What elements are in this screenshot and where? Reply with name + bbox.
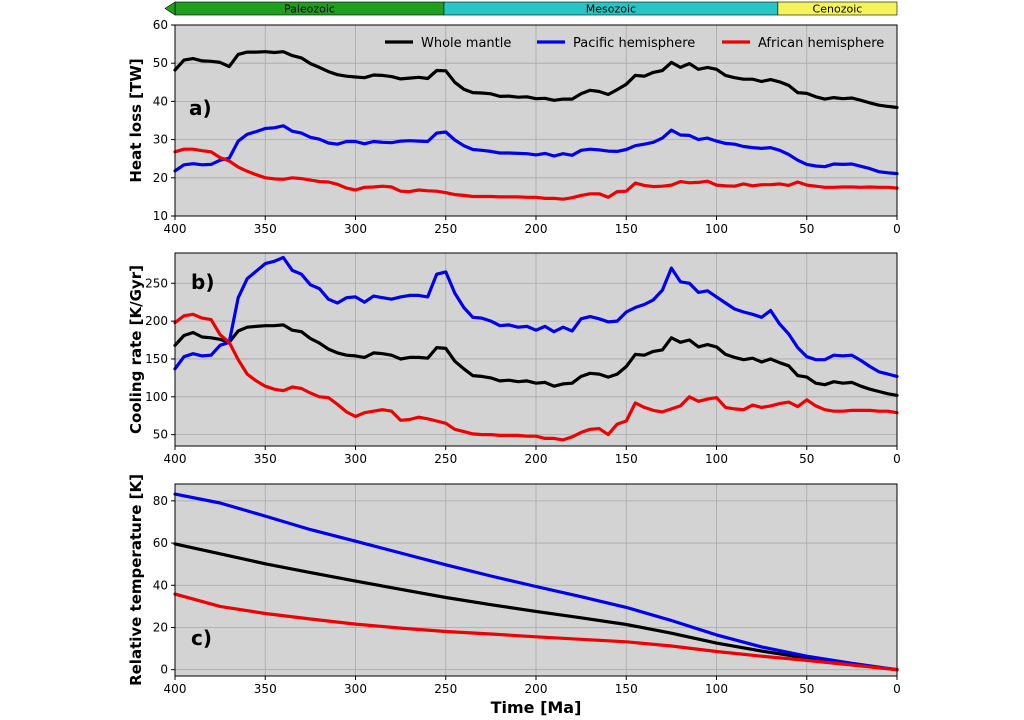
x-tick-label: 50 — [799, 452, 814, 466]
x-tick-label: 350 — [254, 682, 277, 696]
panel-label: a) — [189, 96, 212, 120]
y-tick-label: 60 — [153, 536, 168, 550]
x-tick-label: 250 — [434, 682, 457, 696]
x-tick-label: 400 — [164, 222, 187, 236]
series-pacific-hemisphere-line — [173, 492, 899, 672]
y-axis-label: Heat loss [TW] — [127, 58, 145, 182]
x-tick-label: 0 — [893, 452, 901, 466]
x-tick-label: 200 — [525, 452, 548, 466]
x-tick-label: 250 — [434, 222, 457, 236]
era-paleozoic-label: Paleozoic — [284, 3, 335, 16]
panel-a: 400 350 300 250 200 150 100 50 0 10 20 30 40 50 60 Heat… — [127, 18, 901, 236]
series-pacific-hemisphere-line — [173, 124, 899, 176]
x-tick-label: 300 — [344, 452, 367, 466]
y-tick-label: 150 — [145, 352, 168, 366]
x-axis-label: Time [Ma] — [491, 698, 582, 717]
series-whole-mantle-line — [173, 542, 899, 672]
y-tick-label: 10 — [153, 209, 168, 223]
panel-c: 400 350 300 250 200 150 100 50 0 0 20 40 60 80 Relativ… — [127, 474, 901, 696]
x-tick-label: 50 — [799, 682, 814, 696]
legend-african-hemisphere-label: African hemisphere — [758, 36, 884, 51]
y-tick-label: 0 — [160, 663, 168, 677]
y-tick-label: 50 — [153, 428, 168, 442]
x-tick-label: 150 — [615, 452, 638, 466]
series-whole-mantle-line — [173, 323, 899, 397]
legend: Whole mantle Pacific hemisphere African he… — [385, 36, 884, 51]
x-tick-label: 200 — [525, 222, 548, 236]
series-whole-mantle-line — [173, 50, 899, 110]
x-tick-label: 400 — [164, 452, 187, 466]
x-tick-label: 50 — [799, 222, 814, 236]
legend-whole-mantle-label: Whole mantle — [421, 36, 511, 51]
y-tick-label: 20 — [153, 620, 168, 634]
x-tick-label: 150 — [615, 222, 638, 236]
geologic-era-bar: Paleozoic Mesozoic Cenozoic — [164, 1, 898, 16]
chart-panels: 400 350 300 250 200 150 100 50 0102030405060Heat… — [127, 18, 901, 696]
series-african-hemisphere-line — [173, 312, 899, 442]
x-tick-label: 0 — [893, 222, 901, 236]
y-tick-label: 200 — [145, 314, 168, 328]
panel-label: b) — [191, 270, 214, 294]
panel-b: 400 350 300 250 200 150 100 50 050100150200250Co… — [127, 252, 901, 466]
era-arrow-icon — [164, 1, 176, 16]
era-mesozoic-label: Mesozoic — [586, 3, 636, 16]
x-tick-label: 300 — [344, 682, 367, 696]
era-cenozoic-label: Cenozoic — [813, 3, 863, 16]
x-tick-label: 350 — [254, 222, 277, 236]
y-tick-label: 100 — [145, 390, 168, 404]
series-pacific-hemisphere-line — [173, 255, 899, 378]
y-axis-label: Cooling rate [K/Gyr] — [127, 265, 145, 434]
series-african-hemisphere-line — [173, 147, 899, 201]
y-tick-label: 50 — [153, 56, 168, 70]
y-tick-label: 40 — [153, 94, 168, 108]
y-tick-label: 60 — [153, 18, 168, 32]
series-african-hemisphere-line — [173, 592, 899, 672]
x-tick-label: 350 — [254, 452, 277, 466]
x-tick-label: 250 — [434, 452, 457, 466]
x-tick-label: 400 — [164, 682, 187, 696]
legend-pacific-hemisphere-label: Pacific hemisphere — [573, 36, 695, 51]
y-axis-label: Relative temperature [K] — [127, 474, 145, 686]
x-tick-label: 100 — [705, 682, 728, 696]
x-tick-label: 100 — [705, 222, 728, 236]
panel-label: c) — [191, 626, 212, 650]
y-tick-label: 30 — [153, 133, 168, 147]
x-tick-label: 0 — [893, 682, 901, 696]
x-tick-label: 300 — [344, 222, 367, 236]
x-tick-label: 150 — [615, 682, 638, 696]
y-tick-label: 80 — [153, 494, 168, 508]
era-cenozoic-bar — [777, 1, 898, 16]
x-tick-label: 200 — [525, 682, 548, 696]
y-tick-label: 20 — [153, 171, 168, 185]
y-tick-label: 40 — [153, 578, 168, 592]
x-tick-label: 100 — [705, 452, 728, 466]
y-tick-label: 250 — [145, 276, 168, 290]
